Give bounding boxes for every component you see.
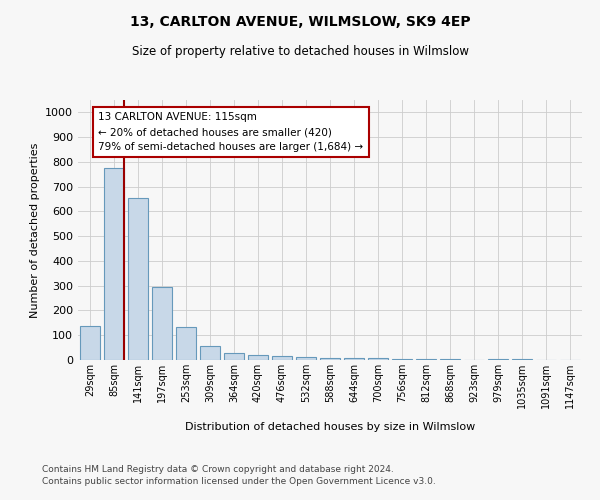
Bar [248,355,268,360]
Bar [512,359,532,360]
Text: Contains public sector information licensed under the Open Government Licence v3: Contains public sector information licen… [42,478,436,486]
Bar [320,358,340,360]
Text: 13 CARLTON AVENUE: 115sqm
← 20% of detached houses are smaller (420)
79% of semi: 13 CARLTON AVENUE: 115sqm ← 20% of detac… [98,112,364,152]
Bar [296,357,316,360]
Bar [176,326,196,360]
Text: Contains HM Land Registry data © Crown copyright and database right 2024.: Contains HM Land Registry data © Crown c… [42,465,394,474]
Bar [152,287,172,360]
Bar [200,346,220,360]
Text: 13, CARLTON AVENUE, WILMSLOW, SK9 4EP: 13, CARLTON AVENUE, WILMSLOW, SK9 4EP [130,15,470,29]
Text: Distribution of detached houses by size in Wilmslow: Distribution of detached houses by size … [185,422,475,432]
Bar [488,359,508,360]
Bar [272,356,292,360]
Bar [344,358,364,360]
Bar [128,198,148,360]
Bar [392,359,412,360]
Bar [80,326,100,360]
Bar [368,358,388,360]
Bar [440,359,460,360]
Bar [224,352,244,360]
Text: Size of property relative to detached houses in Wilmslow: Size of property relative to detached ho… [131,45,469,58]
Y-axis label: Number of detached properties: Number of detached properties [29,142,40,318]
Bar [416,359,436,360]
Bar [104,168,124,360]
